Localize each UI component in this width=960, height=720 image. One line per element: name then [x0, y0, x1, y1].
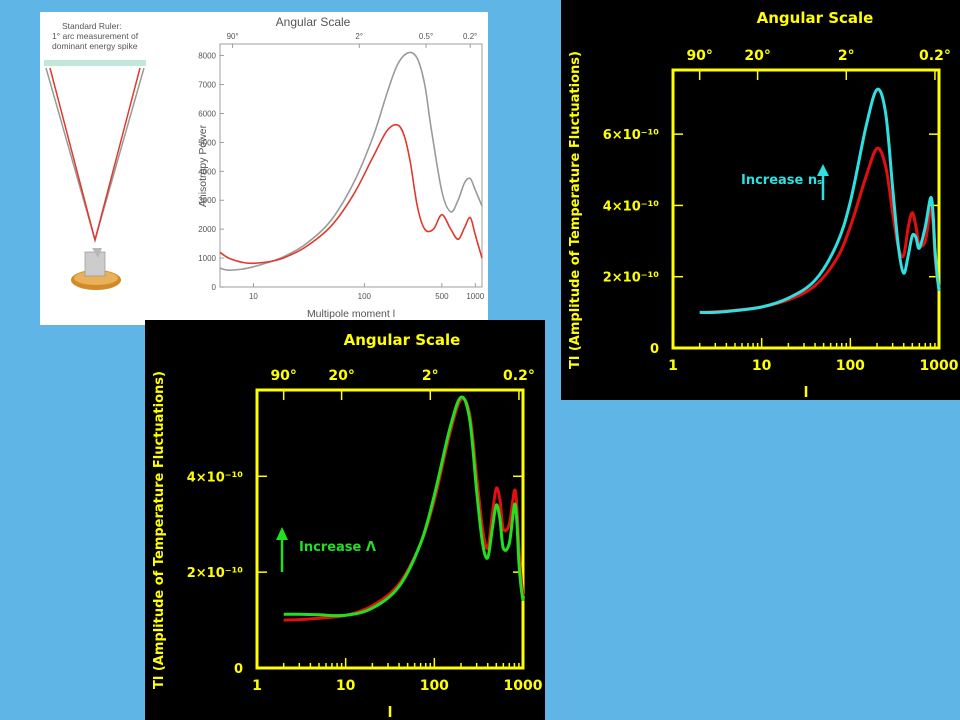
chart2-ytick-label: 4×10⁻¹⁰: [603, 199, 660, 214]
chart1-xtick-label: 1000: [466, 292, 484, 301]
ruler-line-2: 1° arc measurement of: [52, 31, 139, 41]
chart1-xtick-label: 10: [249, 292, 258, 301]
chart2-ytick-label: 6×10⁻¹⁰: [603, 128, 660, 143]
chart3-frame: [255, 388, 525, 670]
chart1-toptick-label: 90°: [227, 32, 239, 41]
satellite-dish-icon: [71, 248, 121, 290]
chart3-toptick-label: 2°: [422, 368, 439, 384]
chart3-title: Angular Scale: [344, 331, 461, 349]
chart2-ytick-label: 2×10⁻¹⁰: [603, 271, 660, 286]
chart3-ytick-label: 0: [234, 662, 243, 677]
chart2-toptick-label: 2°: [838, 48, 855, 64]
chart2-xlabel: l: [804, 385, 809, 400]
chart1-ytick-label: 4000: [198, 167, 216, 176]
chart1-ytick-label: 3000: [198, 196, 216, 205]
chart1-ticks: 0 1000 2000 3000 4000 5000 6000 7000 8000 10 100 50…: [198, 32, 485, 301]
chart1-toptick-label: 0.2°: [463, 32, 477, 41]
chart2-series-cyan: [699, 87, 941, 315]
gray-cone: [45, 67, 145, 243]
chart2-toptick-label: 20°: [744, 48, 770, 64]
chart3-ytick-label: 4×10⁻¹⁰: [187, 470, 244, 485]
chart2-annotation: Increase nₛ: [741, 173, 822, 188]
chart3-series-red: [283, 397, 525, 622]
chart2-frame: [671, 68, 941, 350]
chart1-ytick-label: 8000: [198, 52, 216, 61]
chart1-ytick-label: 2000: [198, 225, 216, 234]
chart1-xtick-label: 100: [358, 292, 372, 301]
chart3-xlabel: l: [388, 705, 393, 720]
chart1-title: Angular Scale: [276, 15, 351, 29]
up-arrow-icon: [276, 527, 288, 572]
chart3-toptick-label: 90°: [270, 368, 296, 384]
chart2-toptick-label: 0.2°: [919, 48, 951, 64]
chart3-ytick-label: 2×10⁻¹⁰: [187, 566, 244, 581]
chart2-ytick-label: 0: [650, 342, 659, 357]
chart2-series: [699, 87, 941, 315]
chart2-toptick-label: 90°: [686, 48, 712, 64]
chart1-ytick-label: 0: [212, 283, 217, 292]
chart2-ticks: 1 10 100 1000 90° 20° 2° 0.2° 0 2×10⁻¹⁰ 4×10⁻¹⁰ 6×1…: [603, 48, 959, 374]
chart3-xtick-label: 1000: [504, 678, 543, 694]
chart3-annotation: Increase Λ: [299, 540, 376, 555]
ruler-line-3: dominant energy spike: [52, 41, 138, 51]
lambda-chart: Angular Scale 1 10 100 1000 90° 20° 2° 0.2° 0 2×1…: [152, 331, 543, 720]
chart1-xtick-label: 500: [435, 292, 449, 301]
chart3-ylabel: Tl (Amplitude of Temperature Fluctuation…: [152, 371, 167, 689]
lambda-chart-panel: Angular Scale 1 10 100 1000 90° 20° 2° 0.2° 0 2×1…: [145, 320, 545, 720]
chart3-toptick-label: 0.2°: [503, 368, 535, 384]
chart1-xlabel: Multipole moment l: [307, 308, 395, 320]
chart3-xtick-label: 1: [252, 678, 262, 694]
chart1-series-gray: [219, 51, 483, 272]
chart2-xtick-label: 10: [752, 358, 772, 374]
chart3-ticks: 1 10 100 1000 90° 20° 2° 0.2° 0 2×10⁻¹⁰ 4×10⁻¹⁰: [187, 368, 543, 694]
chart2-xtick-label: 100: [836, 358, 865, 374]
up-arrow-icon: [817, 164, 829, 200]
chart1-ylabel: Anisotropy Power: [197, 124, 209, 207]
chart2-title: Angular Scale: [757, 9, 874, 27]
anisotropy-chart-panel: Standard Ruler: 1° arc measurement of do…: [40, 12, 488, 325]
chart3-xtick-label: 10: [336, 678, 356, 694]
anisotropy-chart: Standard Ruler: 1° arc measurement of do…: [44, 15, 485, 320]
ns-chart: Angular Scale 1 10 100 1000 90° 20° 2° 0.2° 0 2×1…: [568, 9, 959, 400]
chart1-ytick-label: 6000: [198, 109, 216, 118]
chart3-series: [283, 395, 525, 622]
chart2-xtick-label: 1000: [920, 358, 959, 374]
chart1-ytick-label: 5000: [198, 138, 216, 147]
chart1-series: [219, 51, 483, 272]
ruler-bar: [44, 60, 146, 66]
chart2-ylabel: Tl (Amplitude of Temperature Fluctuation…: [568, 51, 583, 369]
chart3-xtick-label: 100: [420, 678, 449, 694]
chart1-frame: [219, 43, 483, 288]
chart1-ytick-label: 7000: [198, 81, 216, 90]
chart1-toptick-label: 2°: [355, 32, 363, 41]
chart1-series-red: [219, 123, 483, 265]
red-cone: [49, 67, 141, 243]
chart1-ytick-label: 1000: [198, 254, 216, 263]
chart1-toptick-label: 0.5°: [419, 32, 433, 41]
ruler-title: Standard Ruler:: [62, 21, 122, 31]
ns-chart-panel: Angular Scale 1 10 100 1000 90° 20° 2° 0.2° 0 2×1…: [561, 0, 960, 400]
chart3-series-green: [283, 395, 525, 618]
chart2-xtick-label: 1: [668, 358, 678, 374]
chart3-toptick-label: 20°: [328, 368, 354, 384]
